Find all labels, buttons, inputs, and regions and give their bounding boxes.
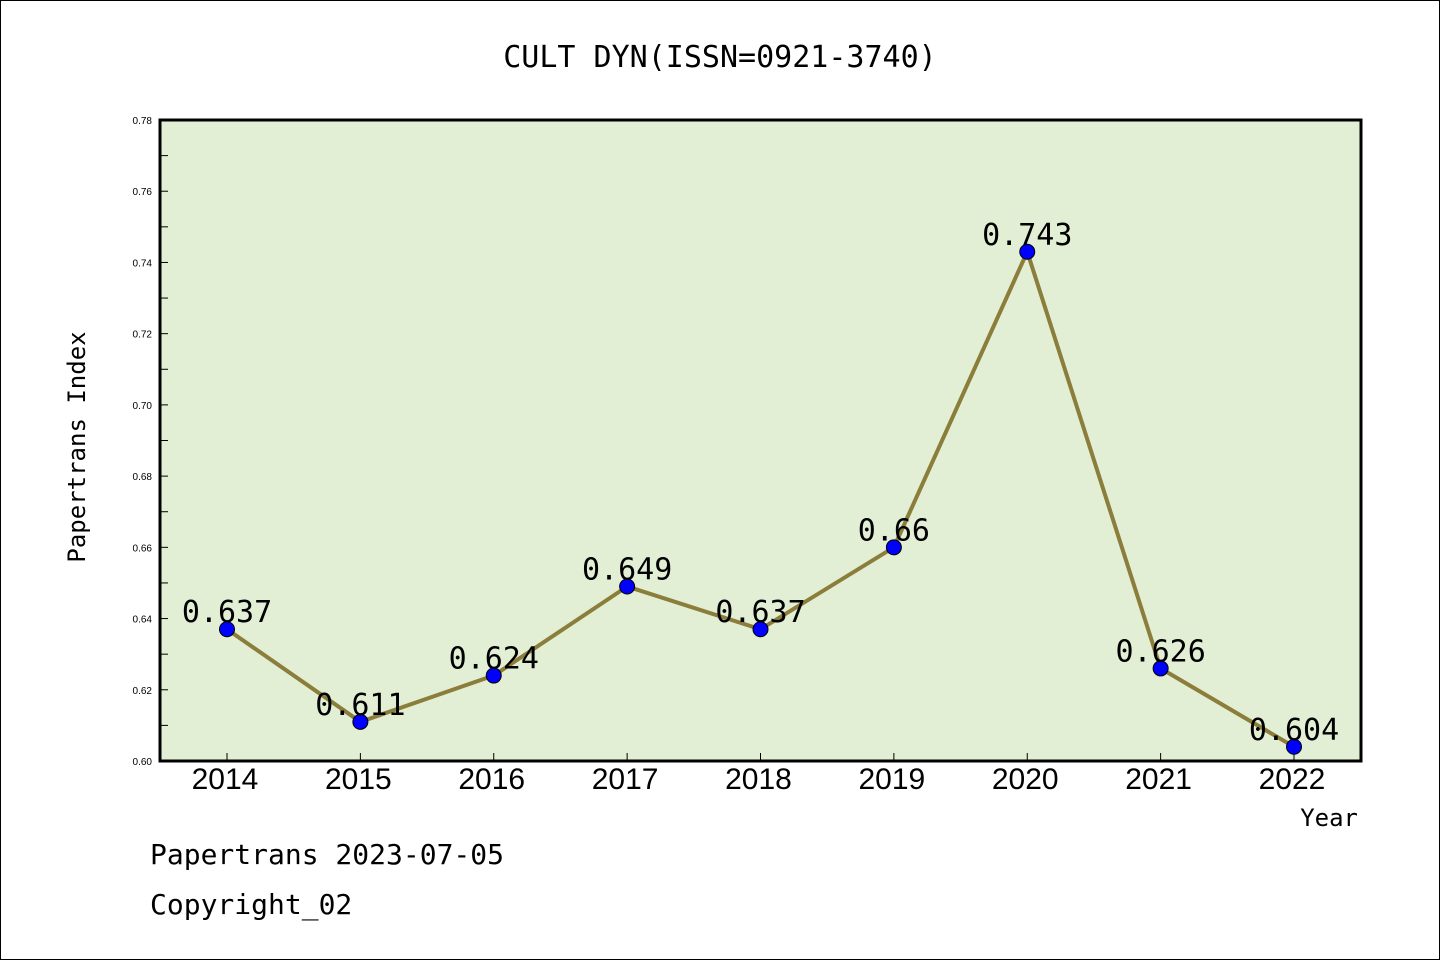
data-point	[1019, 243, 1036, 260]
y-tick-label: 0.62	[133, 686, 153, 697]
data-point	[1286, 738, 1302, 755]
x-axis-ticks: 2014 2015 2016 2017 2018 2019 2020 2021 2022	[192, 753, 1326, 796]
x-tick-label: 2016	[458, 763, 525, 796]
y-axis-label: Papertrans Index	[63, 331, 91, 562]
footer-copyright: Copyright_02	[150, 888, 352, 922]
data-label: 0.743	[982, 218, 1072, 253]
data-point	[219, 621, 235, 638]
data-point	[619, 578, 636, 595]
data-label: 0.637	[715, 595, 805, 630]
y-tick-label: 0.66	[133, 543, 153, 554]
chart-title: CULT DYN(ISSN=0921-3740)	[503, 40, 936, 75]
x-tick-label: 2015	[325, 763, 392, 796]
data-label: 0.611	[315, 688, 405, 723]
data-label: 0.649	[582, 553, 672, 588]
plot-area	[160, 120, 1361, 761]
data-label: 0.637	[182, 595, 272, 630]
x-axis-label: Year	[1300, 804, 1358, 832]
x-tick-label: 2020	[992, 763, 1059, 796]
x-tick-label: 2021	[1125, 763, 1192, 796]
data-point	[752, 621, 769, 638]
y-tick-label: 0.70	[133, 401, 153, 412]
data-point	[885, 539, 902, 556]
plot-border	[158, 118, 1363, 763]
y-tick-label: 0.78	[133, 116, 153, 127]
y-tick-label: 0.60	[133, 757, 153, 768]
y-tick-label: 0.68	[133, 472, 153, 483]
x-tick-label: 2017	[592, 763, 659, 796]
data-labels: 0.637 0.611 0.624 0.649 0.637 0.66 0.743 0.626 0…	[182, 218, 1339, 748]
x-tick-label: 2019	[859, 763, 926, 796]
x-tick-label: 2022	[1259, 763, 1326, 796]
data-label: 0.66	[858, 513, 930, 548]
data-label: 0.604	[1249, 713, 1339, 748]
y-tick-label: 0.64	[133, 615, 153, 626]
x-tick-label: 2018	[725, 763, 792, 796]
data-label: 0.624	[449, 642, 539, 677]
y-tick-label: 0.72	[133, 330, 153, 341]
y-tick-label: 0.76	[133, 187, 153, 198]
data-point	[352, 713, 369, 730]
data-point	[485, 667, 502, 684]
x-tick-label: 2014	[192, 763, 259, 796]
data-label: 0.626	[1115, 634, 1205, 669]
data-point	[1152, 660, 1169, 677]
series-line	[219, 243, 1302, 755]
y-tick-label: 0.74	[133, 258, 153, 269]
footer-date: Papertrans 2023-07-05	[150, 838, 504, 871]
